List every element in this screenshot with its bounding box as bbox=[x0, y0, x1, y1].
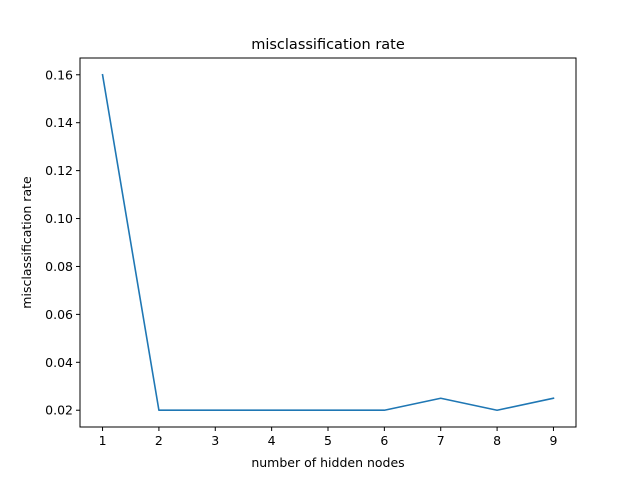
x-tick-label: 2 bbox=[155, 433, 163, 448]
y-tick-label: 0.08 bbox=[45, 259, 73, 274]
y-tick-label: 0.06 bbox=[45, 307, 73, 322]
x-tick-label: 9 bbox=[549, 433, 557, 448]
x-tick-label: 8 bbox=[493, 433, 501, 448]
plot-area: 1 2 3 4 5 6 7 8 9 0.02 0.04 0.06 0.08 0.10 0.12 0.14 0.1… bbox=[45, 67, 557, 448]
y-tick-label: 0.16 bbox=[45, 67, 73, 82]
y-tick-label: 0.02 bbox=[45, 403, 73, 418]
x-tick-label: 3 bbox=[211, 433, 219, 448]
x-tick-label: 7 bbox=[437, 433, 445, 448]
x-tick-label: 6 bbox=[380, 433, 388, 448]
y-tick-label: 0.10 bbox=[45, 211, 73, 226]
x-tick-label: 1 bbox=[99, 433, 107, 448]
chart-title: misclassification rate bbox=[251, 37, 405, 53]
axes-frame bbox=[79, 57, 577, 428]
y-tick-label: 0.12 bbox=[45, 163, 73, 178]
x-axis-label: number of hidden nodes bbox=[251, 455, 404, 470]
y-axis-label: misclassification rate bbox=[19, 176, 34, 309]
series-line bbox=[101, 73, 555, 412]
x-tick-label: 4 bbox=[268, 433, 276, 448]
x-tick-label: 5 bbox=[324, 433, 332, 448]
y-tick-label: 0.04 bbox=[45, 355, 73, 370]
y-tick-label: 0.14 bbox=[45, 115, 73, 130]
